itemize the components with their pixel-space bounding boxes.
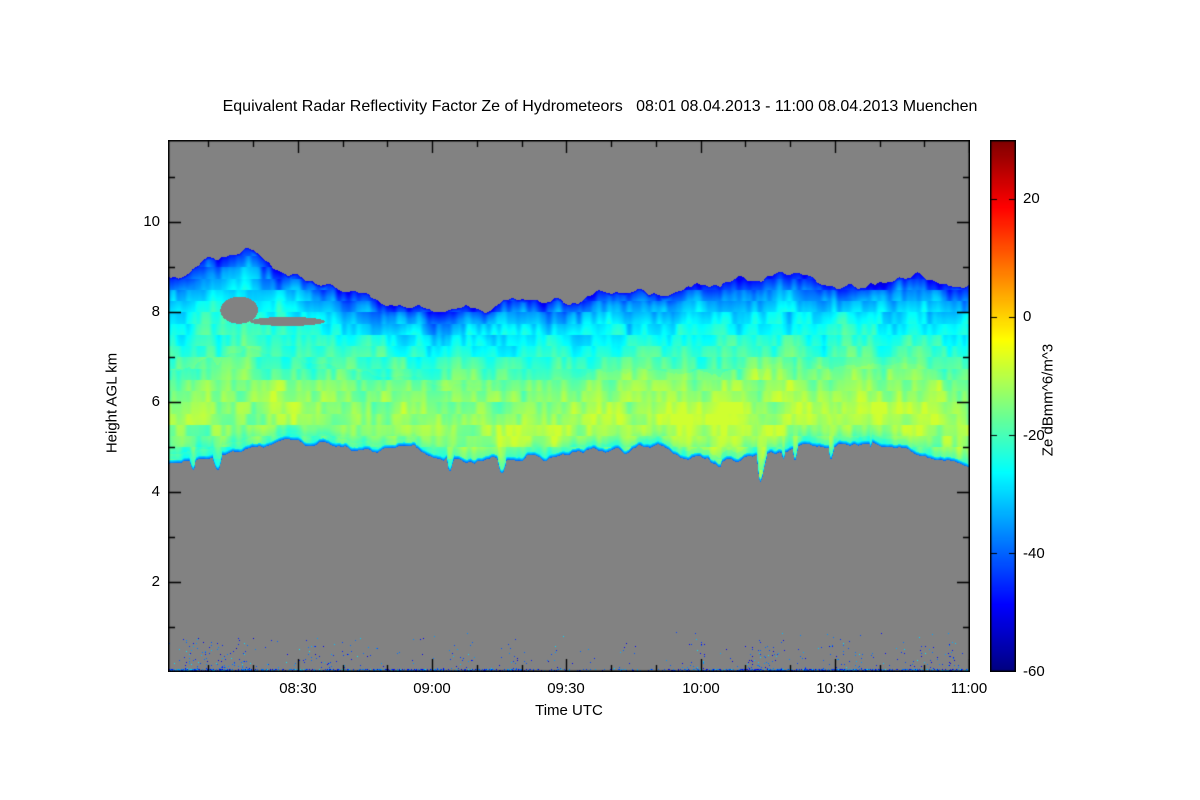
x-tick-label: 10:00	[682, 680, 720, 697]
x-tick-label: 10:30	[816, 680, 854, 697]
y-tick-label: 6	[151, 393, 160, 410]
chart-title: Equivalent Radar Reflectivity Factor Ze …	[222, 98, 978, 115]
colorbar-tick-label: 20	[1023, 190, 1040, 207]
colorbar-tick-label: -60	[1023, 663, 1045, 680]
colorbar-tick-label: -40	[1023, 545, 1045, 562]
colorbar-tick-label: 0	[1023, 308, 1032, 325]
x-tick-label: 09:30	[547, 680, 585, 697]
colorbar	[990, 140, 1016, 672]
reflectivity-heatmap	[168, 140, 970, 672]
x-axis-label: Time UTC	[535, 702, 603, 719]
colorbar-label: Ze dBmm^6/m^3	[1039, 343, 1057, 457]
x-tick-label: 09:00	[413, 680, 451, 697]
x-tick-label: 11:00	[950, 680, 988, 697]
x-tick-label: 08:30	[279, 680, 317, 697]
y-tick-label: 2	[151, 573, 160, 590]
y-tick-label: 4	[151, 483, 160, 500]
y-tick-label: 8	[151, 303, 160, 320]
colorbar-tick-label: -20	[1023, 427, 1045, 444]
y-tick-label: 10	[143, 213, 160, 230]
